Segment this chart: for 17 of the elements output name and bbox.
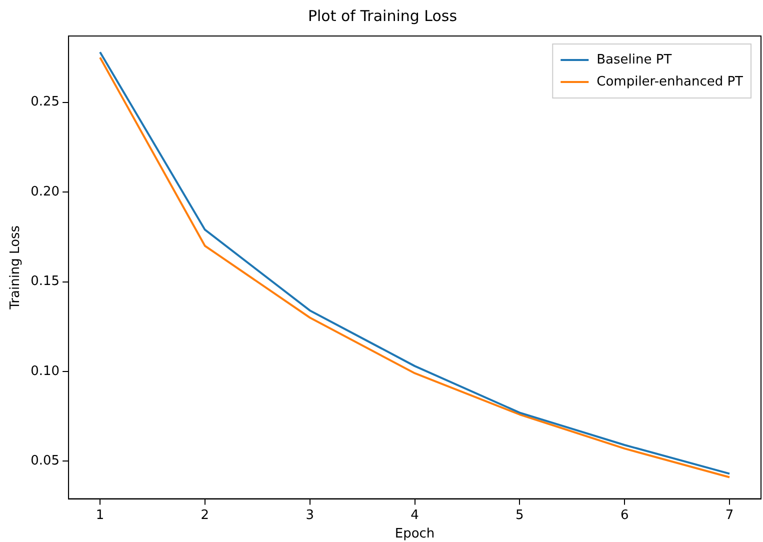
y-tick-label: 0.15 [30, 274, 60, 290]
legend-label: Compiler-enhanced PT [596, 74, 744, 90]
y-tick-label: 0.05 [30, 454, 60, 469]
x-tick-label: 3 [306, 508, 314, 523]
y-tick-label: 0.10 [30, 364, 60, 379]
x-tick-label: 5 [516, 508, 524, 523]
x-tick-label: 7 [725, 508, 734, 523]
x-tick-label: 1 [96, 508, 104, 523]
x-axis-title: Epoch [394, 526, 435, 542]
chart-title: Plot of Training Loss [308, 6, 458, 25]
y-tick-label: 0.20 [30, 184, 60, 200]
x-tick-label: 2 [200, 508, 210, 523]
x-tick-label: 4 [410, 508, 419, 523]
y-axis-title: Training Loss [8, 225, 24, 310]
y-tick-label: 0.25 [30, 94, 60, 110]
x-tick-label: 6 [620, 508, 629, 523]
legend-label: Baseline PT [596, 52, 672, 68]
